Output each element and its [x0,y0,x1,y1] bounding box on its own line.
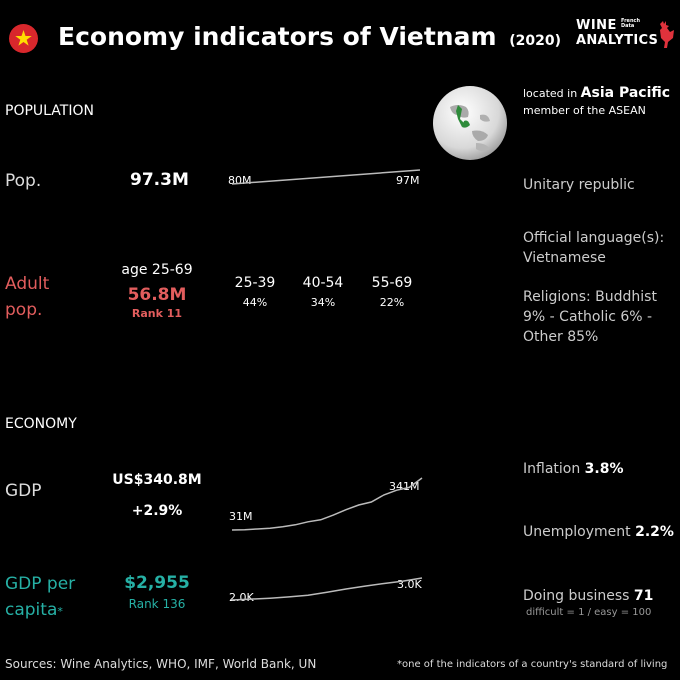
adult-age-range: age 25-69 [121,262,193,278]
gdppc-asterisk: * [57,605,63,618]
vietnam-flag-icon [9,24,38,53]
adult-pop-value: 56.8M [127,285,187,305]
language-value: Vietnamese [523,250,606,266]
globe-icon [433,86,507,160]
doing-business-value: 71 [633,588,654,604]
located-prefix: located in [523,87,578,100]
religions-line2: 9% - Catholic 6% - [523,309,653,325]
doing-business-note: difficult = 1 / easy = 100 [526,607,652,618]
gdppc-value: $2,955 [124,573,190,593]
gdp-per-capita-label: GDP per capita* [5,571,75,625]
sources-footer: Sources: Wine Analytics, WHO, IMF, World… [5,657,317,671]
pop-value: 97.3M [130,170,189,190]
page-title: Economy indicators of Vietnam (2020) [58,22,561,51]
gdppc-spark-start-label: 2.0K [229,591,254,604]
economy-section-title: ECONOMY [5,416,77,432]
gdp-label: GDP [5,481,42,501]
age-group-share: 34% [310,296,336,309]
adult-label-line1: Adult [5,274,50,294]
gdppc-label-line2: capita [5,600,58,620]
language-label: Official language(s): [523,230,665,246]
unemployment-value: 2.2% [635,524,674,540]
population-sparkline [231,169,421,185]
government-type: Unitary republic [523,177,635,193]
age-group-range: 40-54 [302,275,344,291]
wine-analytics-logo: WINE French Data ANALYTICS [576,18,676,52]
pop-label: Pop. [5,171,42,191]
gdppc-label-line1: GDP per [5,574,76,594]
religions-line3: Other 85% [523,329,599,345]
gdppc-sparkline [231,577,423,601]
pop-spark-end-label: 97M [396,174,420,187]
rooster-icon [660,21,674,48]
footnote: *one of the indicators of a country's st… [397,659,668,670]
doing-business: Doing business 71 [523,588,653,604]
gdp-growth: +2.9% [131,503,183,519]
logo-tag: French Data [621,18,641,29]
age-group-range: 55-69 [371,275,413,291]
age-group-share: 22% [379,296,405,309]
logo-line1: WINE [576,18,617,33]
religions-line1: Religions: Buddhist [523,289,657,305]
age-group-share: 44% [242,296,268,309]
adult-pop-rank: Rank 11 [131,307,183,320]
population-series-line [231,169,421,185]
title-text: Economy indicators of Vietnam [58,22,497,51]
title-year: (2020) [509,33,561,49]
unemployment: Unemployment 2.2% [523,524,674,540]
inflation-label: Inflation [523,461,581,477]
gdppc-series-line [231,577,423,601]
gdp-series-line [231,477,423,531]
located-in: located in Asia Pacific [523,85,670,101]
doing-business-label: Doing business [523,588,630,604]
logo-line2: ANALYTICS [576,33,659,48]
inflation-value: 3.8% [584,461,624,477]
gdp-spark-start-label: 31M [229,510,253,523]
population-section-title: POPULATION [5,103,94,119]
region: Asia Pacific [580,85,671,101]
age-group-range: 25-39 [234,275,276,291]
asean-membership: member of the ASEAN [523,104,646,117]
gdppc-rank: Rank 136 [128,597,186,611]
inflation: Inflation 3.8% [523,461,624,477]
unemployment-label: Unemployment [523,524,631,540]
adult-pop-label: Adult pop. [5,271,49,323]
adult-label-line2: pop. [5,300,43,320]
gdp-value: US$340.8M [112,472,202,488]
gdp-sparkline [231,477,423,531]
